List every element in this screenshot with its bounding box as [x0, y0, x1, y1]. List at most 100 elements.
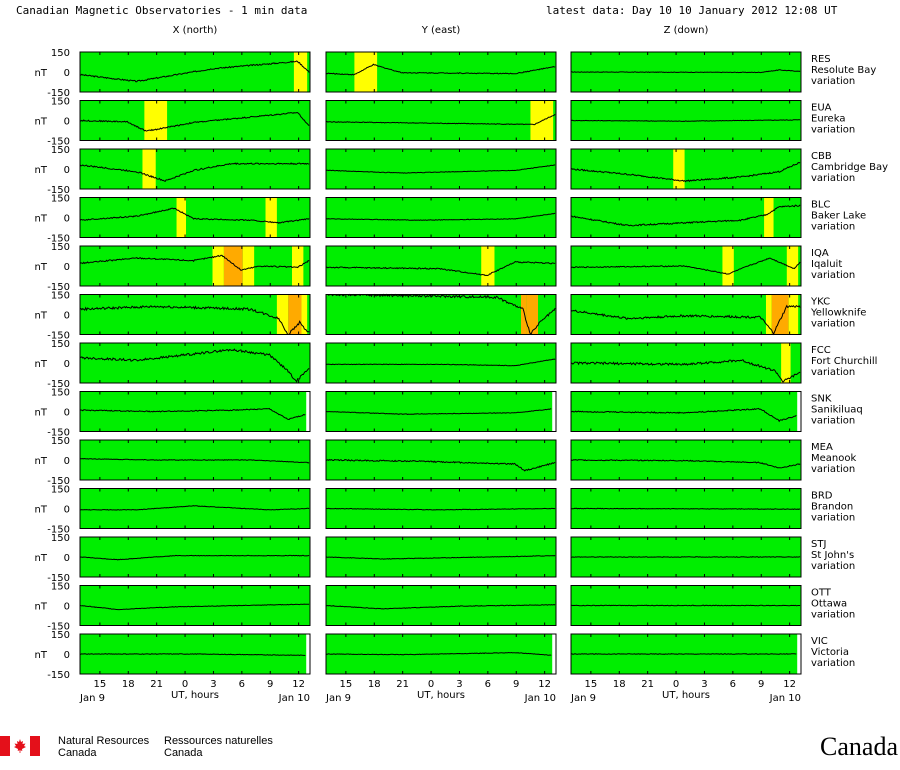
panel-frame: [325, 342, 557, 384]
activity-background: [326, 149, 556, 189]
panel-stj-y: [325, 536, 557, 578]
activity-background: [571, 149, 801, 189]
component-header-x: X (north): [173, 25, 218, 36]
activity-background: [326, 246, 556, 286]
panel-cbb-z: [570, 148, 802, 190]
x-tick-label: 0: [428, 679, 434, 690]
y-tick-label: 150: [51, 582, 70, 593]
trace-line: [570, 119, 801, 122]
panel-frame: [79, 148, 311, 190]
trace-line: [325, 651, 552, 656]
trace-line: [325, 164, 556, 174]
x-tick-label: 3: [701, 679, 707, 690]
station-name: Meanook: [811, 453, 856, 464]
panel-iqa-y: [325, 245, 557, 287]
y-tick-label: -150: [47, 476, 70, 487]
station-name: Resolute Bay: [811, 65, 876, 76]
activity-background: [80, 585, 310, 626]
station-name: Yellowknife: [810, 308, 866, 319]
panel-frame: [570, 633, 802, 675]
station-name: Brandon: [811, 502, 853, 513]
activity-band: [781, 343, 791, 383]
trace-line: [570, 204, 801, 227]
trace-line: [79, 60, 310, 83]
station-code: STJ: [811, 539, 826, 550]
station-name: Ottawa: [811, 599, 847, 610]
activity-background: [571, 197, 801, 238]
y-unit-label: nT: [35, 602, 48, 613]
y-tick-label: 0: [64, 602, 70, 613]
trace-line: [570, 556, 801, 558]
panel-brd-y: [325, 488, 557, 529]
trace-line: [325, 555, 556, 560]
activity-background: [80, 488, 310, 529]
panel-frame: [325, 100, 557, 141]
station-code: SNK: [811, 394, 832, 405]
x-tick-label: 15: [94, 679, 107, 690]
panel-frame: [325, 294, 557, 335]
station-type: variation: [811, 416, 855, 427]
component-header-z: Z (down): [664, 25, 709, 36]
y-unit-label: nT: [35, 456, 48, 467]
activity-band: [176, 197, 187, 238]
x-tick-label: 18: [368, 679, 381, 690]
panel-ykc-y: [325, 293, 557, 335]
activity-band: [722, 246, 734, 286]
dept-name-english: Natural Resources Canada: [58, 735, 150, 759]
station-code: FCC: [811, 345, 831, 356]
y-tick-label: -150: [47, 428, 70, 439]
x-start-label: Jan 9: [570, 693, 596, 704]
y-tick-label: -150: [47, 379, 70, 390]
station-name: Victoria: [811, 647, 849, 658]
station-name: St John's: [811, 550, 854, 561]
panel-frame: [79, 391, 311, 432]
y-tick-label: -150: [47, 331, 70, 342]
panel-fcc-x: [79, 342, 311, 384]
panel-frame: [325, 51, 557, 93]
panel-frame: [325, 148, 557, 190]
panel-blc-x: [79, 197, 311, 238]
trace-line: [570, 162, 801, 183]
trace-line: [571, 69, 801, 74]
x-end-label: Jan 10: [278, 693, 310, 704]
panel-frame: [570, 245, 802, 287]
y-tick-label: -150: [47, 525, 70, 536]
trace-line: [325, 507, 556, 511]
trace-line: [326, 293, 556, 335]
component-headers: X (north) Y (east) Z (down): [173, 25, 709, 36]
x-tick-label: 3: [456, 679, 462, 690]
activity-band: [142, 149, 156, 189]
x-tick-label: 0: [673, 679, 679, 690]
activity-band: [288, 294, 302, 335]
activity-band: [526, 294, 539, 335]
activity-band: [765, 294, 772, 335]
panel-brd-z: [570, 488, 802, 529]
trace-line: [325, 260, 556, 277]
y-tick-label: -150: [47, 88, 70, 99]
activity-band: [276, 294, 289, 335]
panel-frame: [79, 51, 311, 93]
panel-vic-x: [79, 633, 311, 675]
y-unit-label: nT: [35, 311, 48, 322]
trace-line: [570, 459, 801, 469]
canada-flag-icon: [0, 736, 40, 756]
panel-ott-z: [570, 585, 802, 626]
panel-cbb-y: [325, 148, 557, 190]
trace-line: [570, 507, 801, 510]
chart-title: Canadian Magnetic Observatories - 1 min …: [16, 4, 307, 17]
panel-fcc-y: [325, 342, 557, 384]
panel-frame: [570, 294, 802, 335]
y-unit-label: nT: [35, 408, 48, 419]
activity-background: [80, 52, 310, 92]
panel-blc-z: [570, 197, 802, 238]
x-axis-label: UT, hours: [662, 690, 710, 701]
station-type: variation: [811, 76, 855, 87]
trace-line: [79, 348, 310, 383]
y-tick-label: -150: [47, 137, 70, 148]
x-start-label: Jan 9: [79, 693, 105, 704]
y-unit-label: nT: [35, 214, 48, 225]
